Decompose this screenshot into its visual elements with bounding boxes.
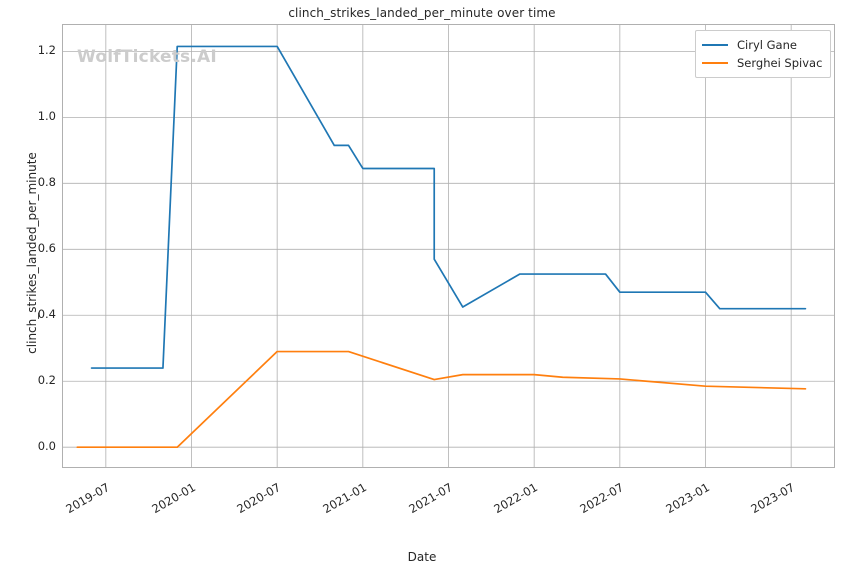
x-tick-label: 2020-07 — [234, 480, 284, 517]
plot-svg — [63, 25, 834, 467]
legend-color-swatch — [702, 62, 728, 64]
y-axis-ticks: 0.0 0.2 0.4 0.6 0.8 1.0 1.2 — [0, 24, 56, 468]
x-tick-label: 2021-07 — [405, 480, 455, 517]
legend-label: Serghei Spivac — [737, 56, 823, 70]
y-tick-label: 0.8 — [37, 175, 56, 190]
legend: Ciryl Gane Serghei Spivac — [695, 30, 832, 78]
y-tick-label: 1.2 — [37, 43, 56, 58]
series-line — [76, 350, 807, 449]
legend-label: Ciryl Gane — [737, 38, 797, 52]
chart-title: clinch_strikes_landed_per_minute over ti… — [288, 6, 556, 20]
y-tick-label: 0.2 — [37, 373, 56, 388]
legend-item[interactable]: Ciryl Gane — [702, 36, 822, 54]
gridlines — [63, 25, 834, 467]
x-tick-label: 2020-01 — [148, 480, 198, 517]
x-tick-label: 2022-07 — [577, 480, 626, 517]
x-tick-label: 2023-01 — [662, 480, 712, 517]
y-tick-label: 0.0 — [37, 439, 56, 454]
y-tick-label: 0.4 — [37, 307, 56, 322]
x-tick-label: 2022-01 — [491, 480, 541, 517]
x-axis-ticks: 2019-07 2020-01 2020-07 2021-01 2021-07 2022-… — [0, 474, 844, 544]
legend-color-swatch — [702, 44, 728, 46]
series-line — [90, 45, 807, 369]
series-lines — [76, 45, 807, 449]
y-tick-label: 0.6 — [37, 241, 56, 256]
plot-area: WolfTickets.AI — [62, 24, 835, 468]
y-tick-label: 1.0 — [37, 109, 56, 124]
x-tick-label: 2021-01 — [320, 480, 369, 517]
x-axis-label: Date — [407, 550, 437, 564]
x-tick-label: 2023-07 — [748, 480, 798, 517]
y-axis-label: clinch_strikes_landed_per_minute — [25, 152, 39, 354]
legend-item[interactable]: Serghei Spivac — [702, 54, 822, 72]
x-tick-label: 2019-07 — [63, 480, 112, 517]
